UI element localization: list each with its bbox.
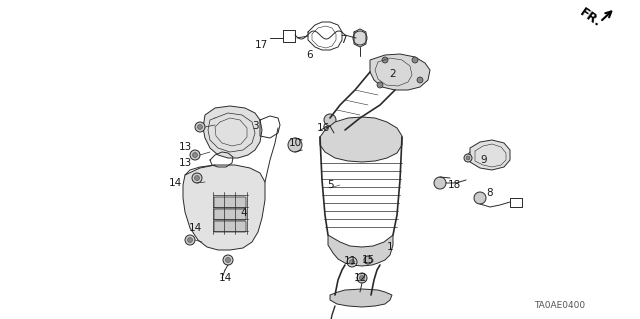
- Text: 13: 13: [179, 142, 191, 152]
- Text: 8: 8: [486, 188, 493, 198]
- Circle shape: [434, 177, 446, 189]
- Text: TA0AE0400: TA0AE0400: [534, 301, 586, 310]
- Polygon shape: [320, 117, 402, 162]
- Circle shape: [349, 259, 355, 264]
- Polygon shape: [330, 289, 392, 307]
- Text: 12: 12: [353, 273, 367, 283]
- Circle shape: [288, 138, 302, 152]
- FancyBboxPatch shape: [214, 221, 246, 232]
- Text: 14: 14: [188, 223, 202, 233]
- Circle shape: [417, 77, 423, 83]
- Circle shape: [357, 273, 367, 283]
- Text: 13: 13: [179, 158, 191, 168]
- Text: 6: 6: [307, 50, 314, 60]
- Circle shape: [347, 257, 357, 267]
- Text: 16: 16: [316, 123, 330, 133]
- Circle shape: [188, 238, 193, 242]
- Circle shape: [474, 192, 486, 204]
- Text: 4: 4: [241, 208, 247, 218]
- Circle shape: [377, 82, 383, 88]
- Circle shape: [193, 152, 198, 158]
- Circle shape: [464, 154, 472, 162]
- Text: 17: 17: [254, 40, 268, 50]
- Circle shape: [192, 173, 202, 183]
- Text: 11: 11: [344, 256, 356, 266]
- FancyBboxPatch shape: [214, 197, 246, 208]
- Text: 10: 10: [289, 138, 301, 148]
- Text: 9: 9: [481, 155, 487, 165]
- Circle shape: [324, 114, 336, 126]
- Circle shape: [198, 124, 202, 130]
- Text: 14: 14: [168, 178, 182, 188]
- Circle shape: [195, 175, 200, 181]
- FancyBboxPatch shape: [214, 209, 246, 220]
- Circle shape: [353, 31, 367, 45]
- Text: 15: 15: [362, 255, 374, 265]
- Circle shape: [225, 257, 230, 263]
- Text: FR.: FR.: [577, 6, 603, 30]
- Circle shape: [364, 256, 372, 264]
- Polygon shape: [470, 140, 510, 170]
- Circle shape: [412, 57, 418, 63]
- Text: 14: 14: [218, 273, 232, 283]
- Circle shape: [360, 276, 365, 280]
- Text: 1: 1: [387, 242, 394, 252]
- Circle shape: [382, 57, 388, 63]
- Circle shape: [195, 122, 205, 132]
- Polygon shape: [328, 235, 393, 266]
- Circle shape: [466, 156, 470, 160]
- Circle shape: [185, 235, 195, 245]
- Text: 18: 18: [447, 180, 461, 190]
- Polygon shape: [370, 54, 430, 90]
- Polygon shape: [203, 106, 262, 158]
- Polygon shape: [183, 165, 265, 250]
- Text: 7: 7: [340, 35, 346, 45]
- Text: 3: 3: [252, 121, 259, 131]
- Circle shape: [190, 150, 200, 160]
- Text: 5: 5: [326, 180, 333, 190]
- Text: 2: 2: [390, 69, 396, 79]
- Circle shape: [223, 255, 233, 265]
